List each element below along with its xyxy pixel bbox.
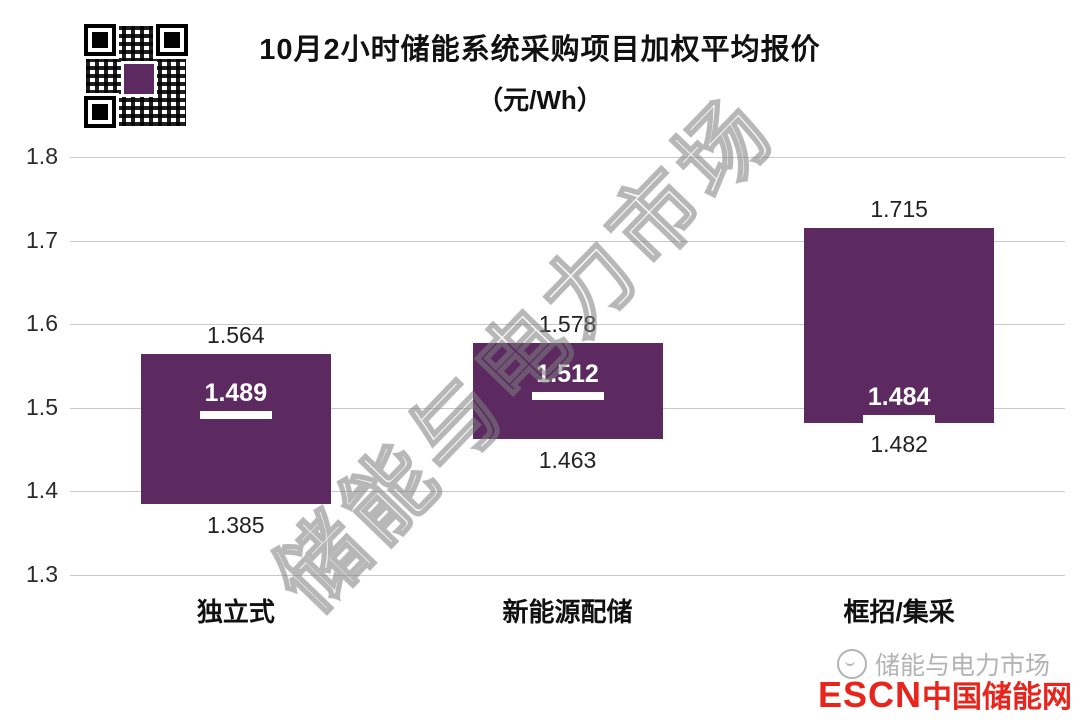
gridline bbox=[70, 157, 1065, 158]
y-tick-label: 1.8 bbox=[26, 143, 58, 169]
qr-finder-bottom-left bbox=[84, 96, 116, 128]
y-tick-label: 1.4 bbox=[26, 477, 58, 504]
brand-gray-label: 储能与电力市场 bbox=[874, 652, 1050, 680]
bar-max-label: 1.564 bbox=[207, 322, 265, 349]
x-category-label: 新能源配储 bbox=[502, 597, 633, 627]
bar-avg-marker bbox=[199, 410, 272, 419]
range-bar bbox=[472, 342, 663, 439]
y-tick-label: 1.7 bbox=[26, 226, 58, 253]
y-tick-label: 1.3 bbox=[26, 561, 58, 587]
escn-logo-text: ESCN bbox=[817, 674, 922, 715]
bar-min-label: 1.482 bbox=[870, 430, 928, 457]
bar-avg-label: 1.489 bbox=[204, 378, 268, 407]
gridline bbox=[70, 575, 1065, 576]
chart-title: 10月2小时储能系统采购项目加权平均报价 bbox=[259, 34, 821, 66]
x-category-label: 独立式 bbox=[196, 597, 275, 627]
bar-max-label: 1.715 bbox=[870, 196, 928, 223]
brand-circle-icon bbox=[836, 649, 867, 679]
chart-unit-label: （元/Wh） bbox=[477, 85, 603, 115]
qr-code bbox=[84, 24, 188, 128]
bar-min-label: 1.385 bbox=[207, 511, 265, 538]
bar-avg-label: 1.484 bbox=[867, 383, 931, 412]
bar-avg-marker bbox=[531, 391, 604, 400]
range-bar bbox=[140, 354, 331, 504]
gridline bbox=[70, 240, 1065, 242]
range-bar bbox=[804, 228, 995, 423]
qr-center-logo bbox=[121, 61, 157, 97]
x-category-label: 框招/集采 bbox=[843, 597, 955, 627]
bar-min-label: 1.463 bbox=[538, 446, 597, 473]
plot-area: 1.564 1.385 1.489 1.578 1.463 1.512 1.715 1.482… bbox=[70, 157, 1065, 576]
brand-row-red: ESCN 中国储能网 bbox=[818, 672, 1072, 716]
qr-finder-top-right bbox=[156, 24, 188, 56]
bar-max-label: 1.578 bbox=[538, 310, 597, 337]
y-tick-label: 1.5 bbox=[26, 393, 58, 420]
qr-finder-top-left bbox=[84, 24, 116, 56]
brand-row-gray: 储能与电力市场 bbox=[836, 646, 1050, 682]
gridline bbox=[70, 324, 1065, 326]
bar-avg-marker bbox=[863, 415, 936, 424]
y-tick-label: 1.6 bbox=[26, 310, 58, 337]
gridline bbox=[70, 491, 1065, 493]
escn-cn-label: 中国储能网 bbox=[922, 681, 1072, 714]
bar-avg-label: 1.512 bbox=[536, 359, 599, 388]
